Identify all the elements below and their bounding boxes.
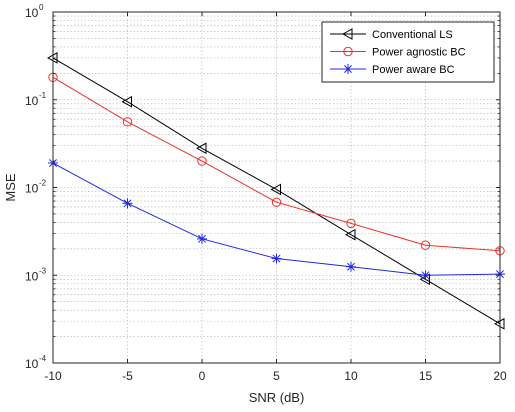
- legend-marker: [341, 28, 353, 40]
- data-point: [346, 261, 356, 272]
- legend-label: Power aware BC: [372, 64, 455, 76]
- data-point: [271, 253, 282, 264]
- legend-entry: Power agnostic BC: [330, 47, 466, 59]
- y-tick-label: 10 -2: [25, 179, 47, 196]
- legend: Conventional LS Power agnostic BC Power aw…: [321, 21, 495, 83]
- y-tick-exponent: 0: [39, 3, 44, 12]
- y-tick-exponent: -4: [39, 354, 47, 363]
- data-point: [122, 198, 133, 209]
- data-point: [121, 95, 132, 108]
- x-tick-label: 15: [419, 369, 433, 383]
- y-tick-label: 10 -3: [25, 266, 47, 283]
- data-point: [420, 240, 431, 250]
- x-tick-label: -5: [122, 369, 133, 383]
- y-axis-title: MSE: [3, 173, 18, 202]
- data-point: [197, 156, 207, 166]
- y-tick-label: 10 -4: [25, 354, 47, 371]
- data-point: [344, 228, 356, 241]
- y-tick-base: 10: [25, 182, 39, 196]
- legend-marker: [343, 46, 353, 57]
- data-point: [420, 270, 431, 281]
- y-tick-base: 10: [25, 357, 39, 371]
- y-tick-base: 10: [25, 6, 39, 20]
- data-point: [197, 233, 207, 244]
- x-tick-label: -10: [44, 369, 62, 383]
- legend-label: Power agnostic BC: [372, 47, 466, 59]
- y-tick-exponent: -3: [39, 266, 47, 275]
- series-line-1: [52, 76, 501, 252]
- x-tick-label: 0: [199, 369, 206, 383]
- legend-marker: [343, 64, 353, 74]
- y-tick-label: 10 -1: [25, 91, 47, 108]
- y-tick-base: 10: [25, 94, 39, 108]
- y-tick-exponent: -1: [39, 91, 47, 100]
- y-tick-exponent: -2: [39, 179, 47, 188]
- x-tick-label: 5: [273, 369, 280, 383]
- x-tick-label: 10: [344, 369, 358, 383]
- data-point: [271, 197, 282, 207]
- x-axis-title: SNR (dB): [249, 390, 305, 405]
- data-point: [195, 142, 207, 155]
- legend-label: Conventional LS: [372, 29, 453, 41]
- y-tick-label: 10 0: [25, 3, 44, 20]
- legend-entry: Conventional LS: [330, 28, 453, 41]
- legend-entry: Power aware BC: [330, 64, 455, 76]
- data-point: [270, 183, 281, 196]
- data-point: [122, 117, 133, 127]
- data-point: [346, 218, 356, 229]
- y-tick-base: 10: [25, 269, 39, 283]
- x-tick-label: 20: [493, 369, 507, 383]
